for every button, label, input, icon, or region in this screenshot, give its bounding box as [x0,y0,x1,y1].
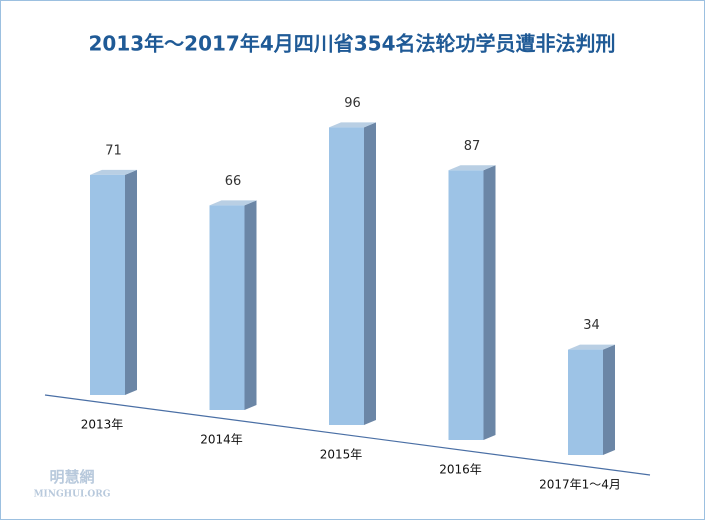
bar-side [483,165,496,441]
bar-top [329,122,376,128]
bar-top [90,169,137,175]
x-tick-label: 2015年 [320,448,363,462]
x-tick-label: 2017年1～4月 [539,478,621,492]
value-label: 87 [464,139,481,154]
value-label: 71 [105,143,122,158]
x-tick-label: 2016年 [439,463,482,477]
bar-side [603,344,615,455]
bar-top [209,200,257,206]
baseline [44,394,651,476]
x-tick-label: 2014年 [200,433,243,447]
watermark-site: MINGHUI.ORG [34,490,111,500]
value-label: 34 [583,318,600,333]
bar [90,174,125,395]
bar [209,205,245,410]
bar-side [125,169,137,395]
bar-top [448,165,496,171]
watermark-name: 明慧網 [49,468,94,486]
chart-title: 2013年～2017年4月四川省354名法轮功学员遭非法判刑 [89,32,616,56]
bar [329,127,364,426]
bar [448,170,484,441]
bar-side [364,122,376,426]
value-label: 96 [344,96,361,111]
bar-top [568,344,615,350]
x-tick-label: 2013年 [81,418,124,432]
bar [568,349,603,455]
value-label: 66 [225,174,242,189]
bar-side [244,200,257,410]
